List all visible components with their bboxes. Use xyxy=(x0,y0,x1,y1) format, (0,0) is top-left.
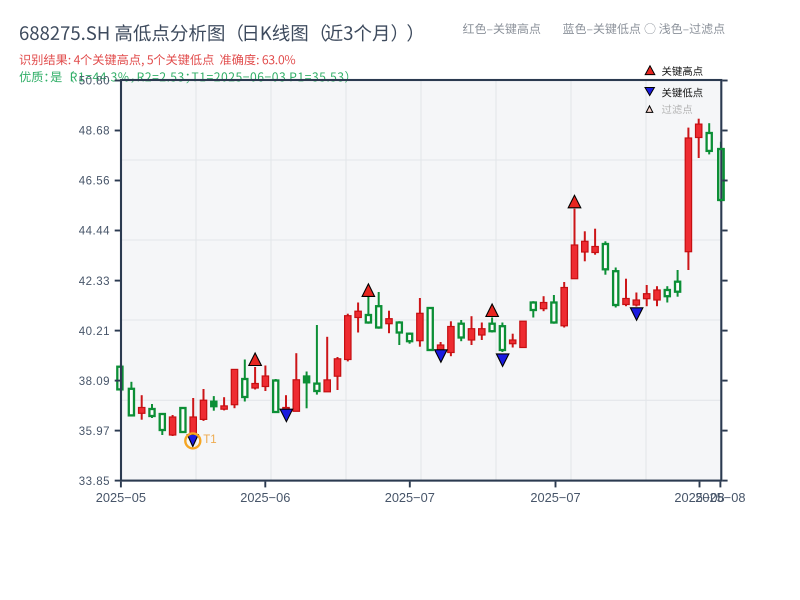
svg-text:38.09: 38.09 xyxy=(79,376,110,388)
svg-text:35.97: 35.97 xyxy=(79,426,110,438)
svg-text:2025−08: 2025−08 xyxy=(674,490,724,505)
svg-text:2025−06: 2025−06 xyxy=(240,490,290,505)
svg-text:42.33: 42.33 xyxy=(79,276,110,288)
svg-text:44.44: 44.44 xyxy=(79,226,110,238)
svg-text:2025−07: 2025−07 xyxy=(385,490,435,505)
svg-text:T1: T1 xyxy=(203,434,216,446)
svg-text:46.56: 46.56 xyxy=(79,176,110,188)
svg-text:50.80: 50.80 xyxy=(79,76,110,88)
svg-text:2025−08: 2025−08 xyxy=(695,490,745,505)
svg-text:33.85: 33.85 xyxy=(79,476,110,488)
svg-text:2025−05: 2025−05 xyxy=(96,490,146,505)
svg-text:2025−07: 2025−07 xyxy=(530,490,580,505)
svg-text:48.68: 48.68 xyxy=(79,126,110,138)
svg-text:40.21: 40.21 xyxy=(79,326,110,338)
